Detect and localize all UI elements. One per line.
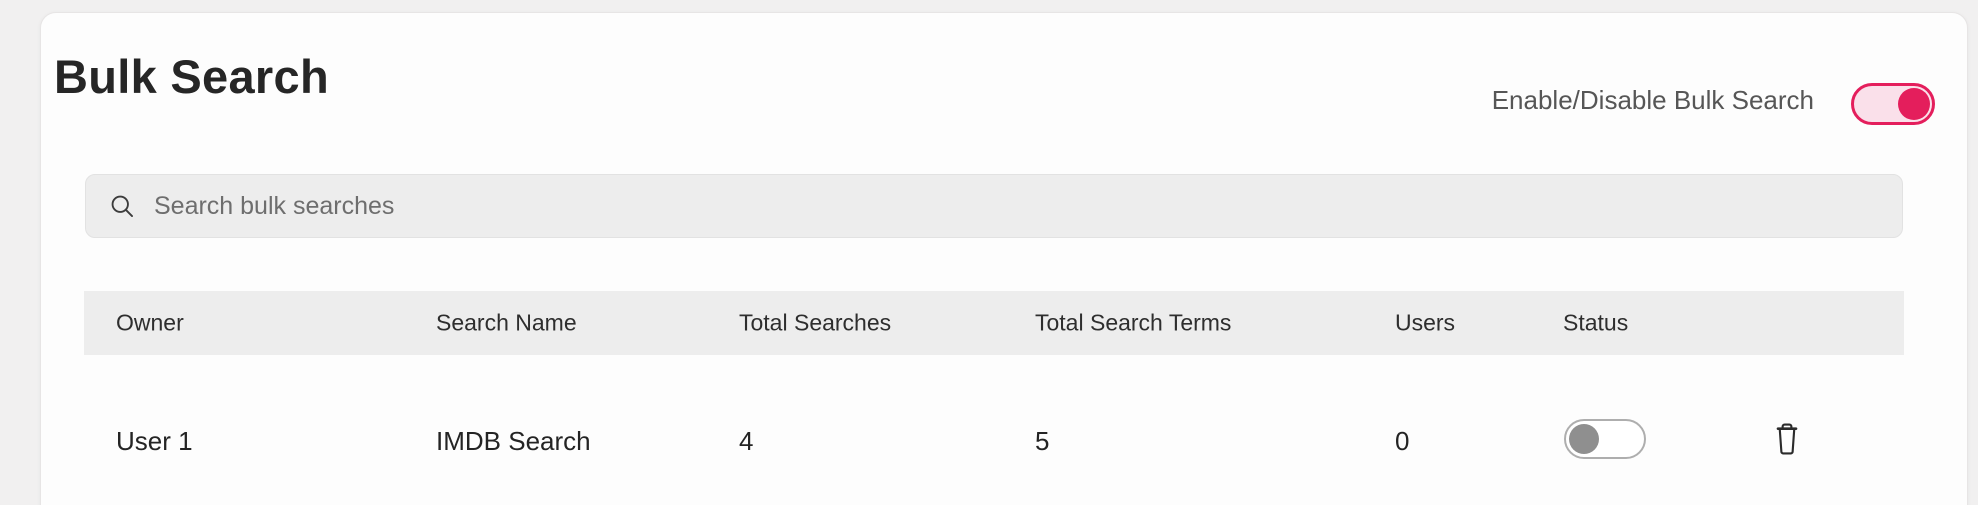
- toggle-knob: [1569, 424, 1599, 454]
- search-icon: [108, 192, 136, 220]
- column-header-users: Users: [1395, 310, 1455, 337]
- cell-total-search-terms: 5: [1035, 423, 1049, 459]
- column-header-status: Status: [1563, 310, 1628, 337]
- cell-owner: User 1: [116, 423, 193, 459]
- column-header-total-searches: Total Searches: [739, 310, 891, 337]
- table-header-row: Owner Search Name Total Searches Total S…: [84, 291, 1904, 355]
- cell-users: 0: [1395, 423, 1409, 459]
- row-status-toggle[interactable]: [1564, 419, 1646, 459]
- trash-icon: [1772, 420, 1802, 461]
- delete-row-button[interactable]: [1763, 416, 1811, 464]
- column-header-total-search-terms: Total Search Terms: [1035, 310, 1231, 337]
- cell-total-searches: 4: [739, 423, 753, 459]
- bulk-search-toggle[interactable]: [1851, 83, 1935, 125]
- search-input[interactable]: [154, 192, 1880, 221]
- cell-search-name: IMDB Search: [436, 423, 591, 459]
- toggle-knob: [1898, 88, 1930, 120]
- table-row: User 1 IMDB Search 4 5 0: [84, 355, 1904, 505]
- page-title: Bulk Search: [54, 49, 329, 105]
- bulk-toggle-label: Enable/Disable Bulk Search: [1492, 82, 1814, 118]
- column-header-search-name: Search Name: [436, 310, 577, 337]
- bulk-search-searchbar[interactable]: [85, 174, 1903, 238]
- bulk-search-card: Bulk Search Enable/Disable Bulk Search O…: [40, 12, 1968, 505]
- column-header-owner: Owner: [116, 310, 184, 337]
